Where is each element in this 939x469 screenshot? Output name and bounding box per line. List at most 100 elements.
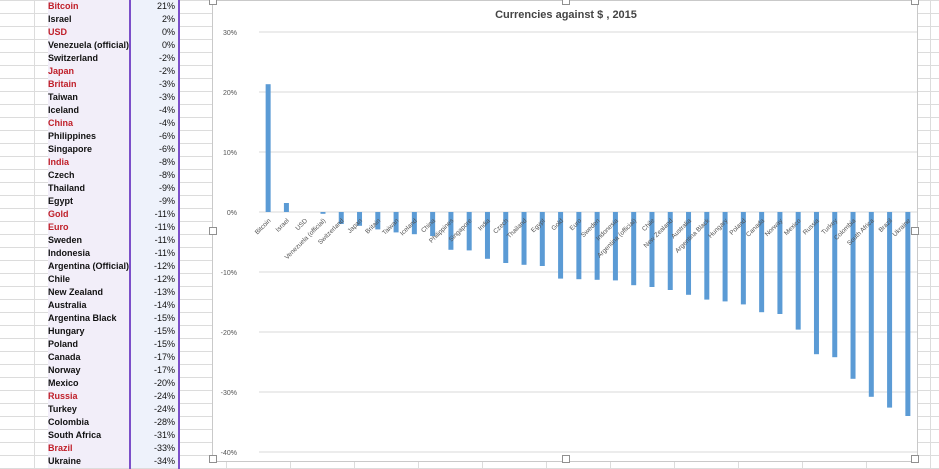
bar[interactable]	[795, 212, 801, 330]
currency-name-cell[interactable]: Philippines	[48, 130, 131, 143]
currency-name-cell[interactable]: Chile	[48, 273, 131, 286]
change-value-cell[interactable]: -9%	[131, 195, 178, 208]
currency-name-cell[interactable]: Britain	[48, 78, 131, 91]
bar[interactable]	[850, 212, 856, 379]
change-value-cell[interactable]: -3%	[131, 91, 178, 104]
change-value-cell[interactable]: -11%	[131, 247, 178, 260]
chart-object[interactable]: 30% 20% 10% 0% -10% -20% -30% -40% Bitcoin Israe…	[209, 0, 919, 463]
change-value-cell[interactable]: 2%	[131, 13, 178, 26]
currency-name-cell[interactable]: Canada	[48, 351, 131, 364]
resize-handle-top[interactable]	[562, 0, 570, 5]
change-value-cell[interactable]: -3%	[131, 78, 178, 91]
bar[interactable]	[612, 212, 618, 281]
bar[interactable]	[393, 212, 399, 233]
currency-name-cell[interactable]: Iceland	[48, 104, 131, 117]
bar[interactable]	[484, 212, 490, 259]
bar[interactable]	[704, 212, 710, 300]
bar[interactable]	[411, 212, 417, 235]
currency-name-cell[interactable]: Venezuela (official)	[48, 39, 131, 52]
currency-name-cell[interactable]: Egypt	[48, 195, 131, 208]
change-value-cell[interactable]: -6%	[131, 143, 178, 156]
currency-name-cell[interactable]: Bitcoin	[48, 0, 131, 13]
bar[interactable]	[320, 212, 326, 214]
currency-name-cell[interactable]: Brazil	[48, 442, 131, 455]
change-value-cell[interactable]: -11%	[131, 208, 178, 221]
bar[interactable]	[813, 212, 819, 355]
change-value-cell[interactable]: -14%	[131, 299, 178, 312]
currency-name-cell[interactable]: Czech	[48, 169, 131, 182]
change-value-cell[interactable]: 0%	[131, 26, 178, 39]
change-value-cell[interactable]: 0%	[131, 39, 178, 52]
change-value-cell[interactable]: -6%	[131, 130, 178, 143]
currency-name-cell[interactable]: Indonesia	[48, 247, 131, 260]
resize-handle-bottom-right[interactable]	[911, 455, 919, 463]
bar[interactable]	[503, 212, 509, 263]
change-value-cell[interactable]: -4%	[131, 104, 178, 117]
currency-name-cell[interactable]: Singapore	[48, 143, 131, 156]
change-value-cell[interactable]: -34%	[131, 455, 178, 468]
change-value-cell[interactable]: -11%	[131, 221, 178, 234]
currency-name-cell[interactable]: Taiwan	[48, 91, 131, 104]
currency-name-cell[interactable]: Russia	[48, 390, 131, 403]
change-value-cell[interactable]: -20%	[131, 377, 178, 390]
resize-handle-right[interactable]	[911, 227, 919, 235]
change-value-cell[interactable]: -31%	[131, 429, 178, 442]
change-value-cell[interactable]: -24%	[131, 403, 178, 416]
bar[interactable]	[868, 212, 874, 397]
bar[interactable]	[338, 212, 344, 224]
currency-name-cell[interactable]: Euro	[48, 221, 131, 234]
bar[interactable]	[448, 212, 454, 250]
change-value-cell[interactable]: -12%	[131, 273, 178, 286]
currency-name-cell[interactable]: Mexico	[48, 377, 131, 390]
currency-name-cell[interactable]: New Zealand	[48, 286, 131, 299]
change-value-cell[interactable]: -8%	[131, 169, 178, 182]
bar[interactable]	[686, 212, 692, 295]
currency-name-cell[interactable]: Hungary	[48, 325, 131, 338]
bar[interactable]	[631, 212, 637, 286]
bar[interactable]	[283, 203, 289, 212]
bar[interactable]	[887, 212, 893, 408]
currency-name-cell[interactable]: Gold	[48, 208, 131, 221]
currency-name-cell[interactable]: Turkey	[48, 403, 131, 416]
resize-handle-left[interactable]	[209, 227, 217, 235]
currency-name-cell[interactable]: Argentina Black	[48, 312, 131, 325]
currency-name-cell[interactable]: Thailand	[48, 182, 131, 195]
bar[interactable]	[521, 212, 527, 265]
bar[interactable]	[539, 212, 545, 266]
change-value-cell[interactable]: -4%	[131, 117, 178, 130]
bar[interactable]	[558, 212, 564, 279]
currency-name-cell[interactable]: South Africa	[48, 429, 131, 442]
bar[interactable]	[777, 212, 783, 314]
currency-name-cell[interactable]: Norway	[48, 364, 131, 377]
bar[interactable]	[265, 84, 271, 212]
change-value-cell[interactable]: -15%	[131, 338, 178, 351]
change-value-cell[interactable]: -15%	[131, 312, 178, 325]
change-value-cell[interactable]: -12%	[131, 260, 178, 273]
resize-handle-top-right[interactable]	[911, 0, 919, 5]
currency-name-cell[interactable]: Australia	[48, 299, 131, 312]
change-value-cell[interactable]: -17%	[131, 351, 178, 364]
bar[interactable]	[832, 212, 838, 358]
bar[interactable]	[722, 212, 728, 302]
change-value-cell[interactable]: 21%	[131, 0, 178, 13]
change-value-cell[interactable]: -17%	[131, 364, 178, 377]
bar[interactable]	[905, 212, 911, 416]
resize-handle-bottom-left[interactable]	[209, 455, 217, 463]
currency-name-cell[interactable]: Sweden	[48, 234, 131, 247]
resize-handle-bottom[interactable]	[562, 455, 570, 463]
resize-handle-top-left[interactable]	[209, 0, 217, 5]
currency-name-cell[interactable]: Colombia	[48, 416, 131, 429]
change-value-cell[interactable]: -13%	[131, 286, 178, 299]
bar[interactable]	[667, 212, 673, 290]
bar[interactable]	[740, 212, 746, 305]
change-value-cell[interactable]: -15%	[131, 325, 178, 338]
change-value-cell[interactable]: -11%	[131, 234, 178, 247]
currency-name-cell[interactable]: Japan	[48, 65, 131, 78]
currency-name-cell[interactable]: Poland	[48, 338, 131, 351]
bar[interactable]	[357, 212, 363, 226]
currency-name-cell[interactable]: India	[48, 156, 131, 169]
currency-name-cell[interactable]: Argentina (Official)	[48, 260, 131, 273]
currency-name-cell[interactable]: Switzerland	[48, 52, 131, 65]
bar[interactable]	[576, 212, 582, 280]
currency-name-cell[interactable]: China	[48, 117, 131, 130]
